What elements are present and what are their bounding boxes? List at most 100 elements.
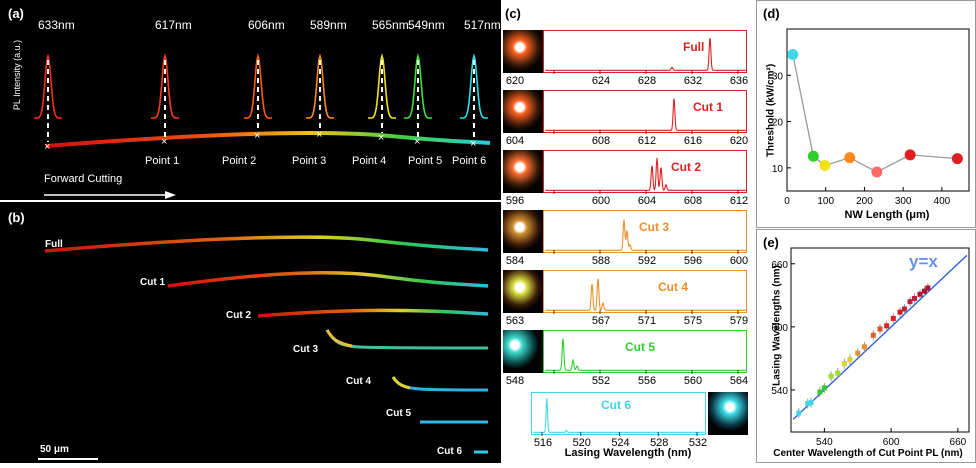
wavelength-point [898, 310, 903, 315]
point-label: Point 3 [292, 155, 326, 167]
x-tick-label: 596 [503, 195, 527, 207]
wavelength-point [918, 292, 923, 297]
spectrum-plot [544, 31, 748, 74]
spectrum-row [543, 30, 747, 73]
panel-d: (d) Threshold (kW/cm²) NW Length (μm) 10… [756, 0, 976, 228]
x-tick-label: 400 [934, 196, 951, 207]
far-field-image [503, 150, 543, 193]
wavelength-point [796, 411, 801, 416]
x-tick-label: 604 [635, 195, 659, 207]
wavelength-point [908, 299, 913, 304]
point-label: Point 1 [145, 155, 179, 167]
cut-point-mark: × [316, 129, 322, 141]
x-tick-label: 608 [681, 195, 705, 207]
spectrum-line [546, 158, 746, 191]
spectrum-plot [544, 151, 748, 194]
wavelength-point [822, 385, 827, 390]
x-tick-label: 100 [817, 196, 834, 207]
wavelength-point [871, 333, 876, 338]
far-field-image [503, 270, 543, 313]
wire-label-cut-5: Cut 5 [386, 408, 411, 419]
wavelength-point [829, 374, 834, 379]
forward-cutting-label: Forward Cutting [44, 173, 122, 185]
threshold-point [905, 149, 916, 160]
panel-b: (b) Full Cut 1 Cut 2 Cut 3 Cut 4 Cut 5 C… [0, 202, 501, 463]
far-field-image [503, 210, 543, 253]
wavelength-point [809, 400, 814, 405]
y-tick-label: 20 [772, 118, 784, 129]
x-tick-label: 571 [635, 315, 659, 327]
panel-c-label: (c) [505, 6, 521, 21]
scale-label: 50 μm [40, 444, 69, 455]
peak-wavelength-label: 589nm [310, 18, 347, 32]
far-field-image [503, 330, 543, 373]
point-label: Point 4 [352, 155, 386, 167]
point-label: Point 6 [452, 155, 486, 167]
nanowire [46, 133, 490, 146]
x-tick-label: 624 [589, 75, 613, 87]
threshold-point [871, 167, 882, 178]
wire-full [45, 237, 488, 251]
x-tick-label: 620 [503, 75, 527, 87]
far-field-image [708, 392, 748, 435]
fit-line [793, 255, 967, 419]
wavelength-point [912, 296, 917, 301]
wire-cut-1 [168, 273, 488, 286]
panel-c: (c) Full 620 624 628 632 636 Cut 1 604 608 612 616… [501, 0, 755, 463]
cut-point-mark: × [414, 136, 420, 148]
x-tick-label: 632 [681, 75, 705, 87]
x-tick-label: 600 [883, 437, 900, 448]
cut-point-mark: × [470, 138, 476, 150]
threshold-point [819, 160, 830, 171]
point-label: Point 2 [222, 155, 256, 167]
wavelength-point [878, 326, 883, 331]
x-tick-label: 579 [727, 315, 751, 327]
wavelength-point [884, 323, 889, 328]
forward-arrow-head [165, 191, 176, 199]
spectrum-row [543, 270, 747, 313]
x-tick-label: 552 [589, 375, 613, 387]
wire-label-cut-4: Cut 4 [346, 376, 371, 387]
x-tick-label: 548 [503, 375, 527, 387]
spectrum-label: Full [683, 40, 704, 54]
x-tick-label: 596 [681, 255, 705, 267]
x-tick-label: 575 [681, 315, 705, 327]
panel-b-graphic [0, 202, 501, 463]
x-tick-label: 556 [635, 375, 659, 387]
threshold-point [952, 153, 963, 164]
spectrum-plot [544, 271, 748, 314]
x-tick-label: 563 [503, 315, 527, 327]
wavelength-point [817, 390, 822, 395]
x-tick-label: 612 [727, 195, 751, 207]
peak-wavelength-label: 565nm [372, 18, 409, 32]
wire-cut-2 [258, 310, 488, 316]
x-tick-label: 616 [681, 135, 705, 147]
x-tick-label: 608 [589, 135, 613, 147]
cut-point-mark: × [254, 130, 260, 142]
spectrum-label: Cut 6 [601, 398, 631, 412]
y-tick-label: 30 [772, 71, 784, 82]
threshold-point [808, 151, 819, 162]
spectrum-label: Cut 1 [693, 100, 723, 114]
pl-intensity-ylabel: PL Intensity (a.u.) [12, 30, 22, 120]
x-tick-label: 564 [727, 375, 751, 387]
peak-wavelength-label: 606nm [248, 18, 285, 32]
x-tick-label: 560 [681, 375, 705, 387]
cut-point-mark: × [378, 132, 384, 144]
wire-label-full: Full [45, 239, 63, 250]
wavelength-point [862, 344, 867, 349]
x-tick-label: 600 [727, 255, 751, 267]
cut-point-mark: × [161, 136, 167, 148]
x-tick-label: 628 [635, 75, 659, 87]
spectrum-label: Cut 5 [625, 340, 655, 354]
panel-a-label: (a) [8, 6, 24, 21]
peak-wavelength-label: 617nm [155, 18, 192, 32]
panel-a: × × × × × × × (a) PL Intensity (a.u.) 633nm 617… [0, 0, 501, 200]
x-tick-label: 592 [635, 255, 659, 267]
x-tick-label: 0 [784, 196, 790, 207]
panel-c-xlabel: Lasing Wavelength (nm) [501, 447, 755, 459]
peak-wavelength-label: 517nm [464, 18, 501, 32]
wire-label-cut-2: Cut 2 [226, 310, 251, 321]
x-tick-label: 600 [589, 195, 613, 207]
y-tick-label: 600 [771, 323, 788, 334]
